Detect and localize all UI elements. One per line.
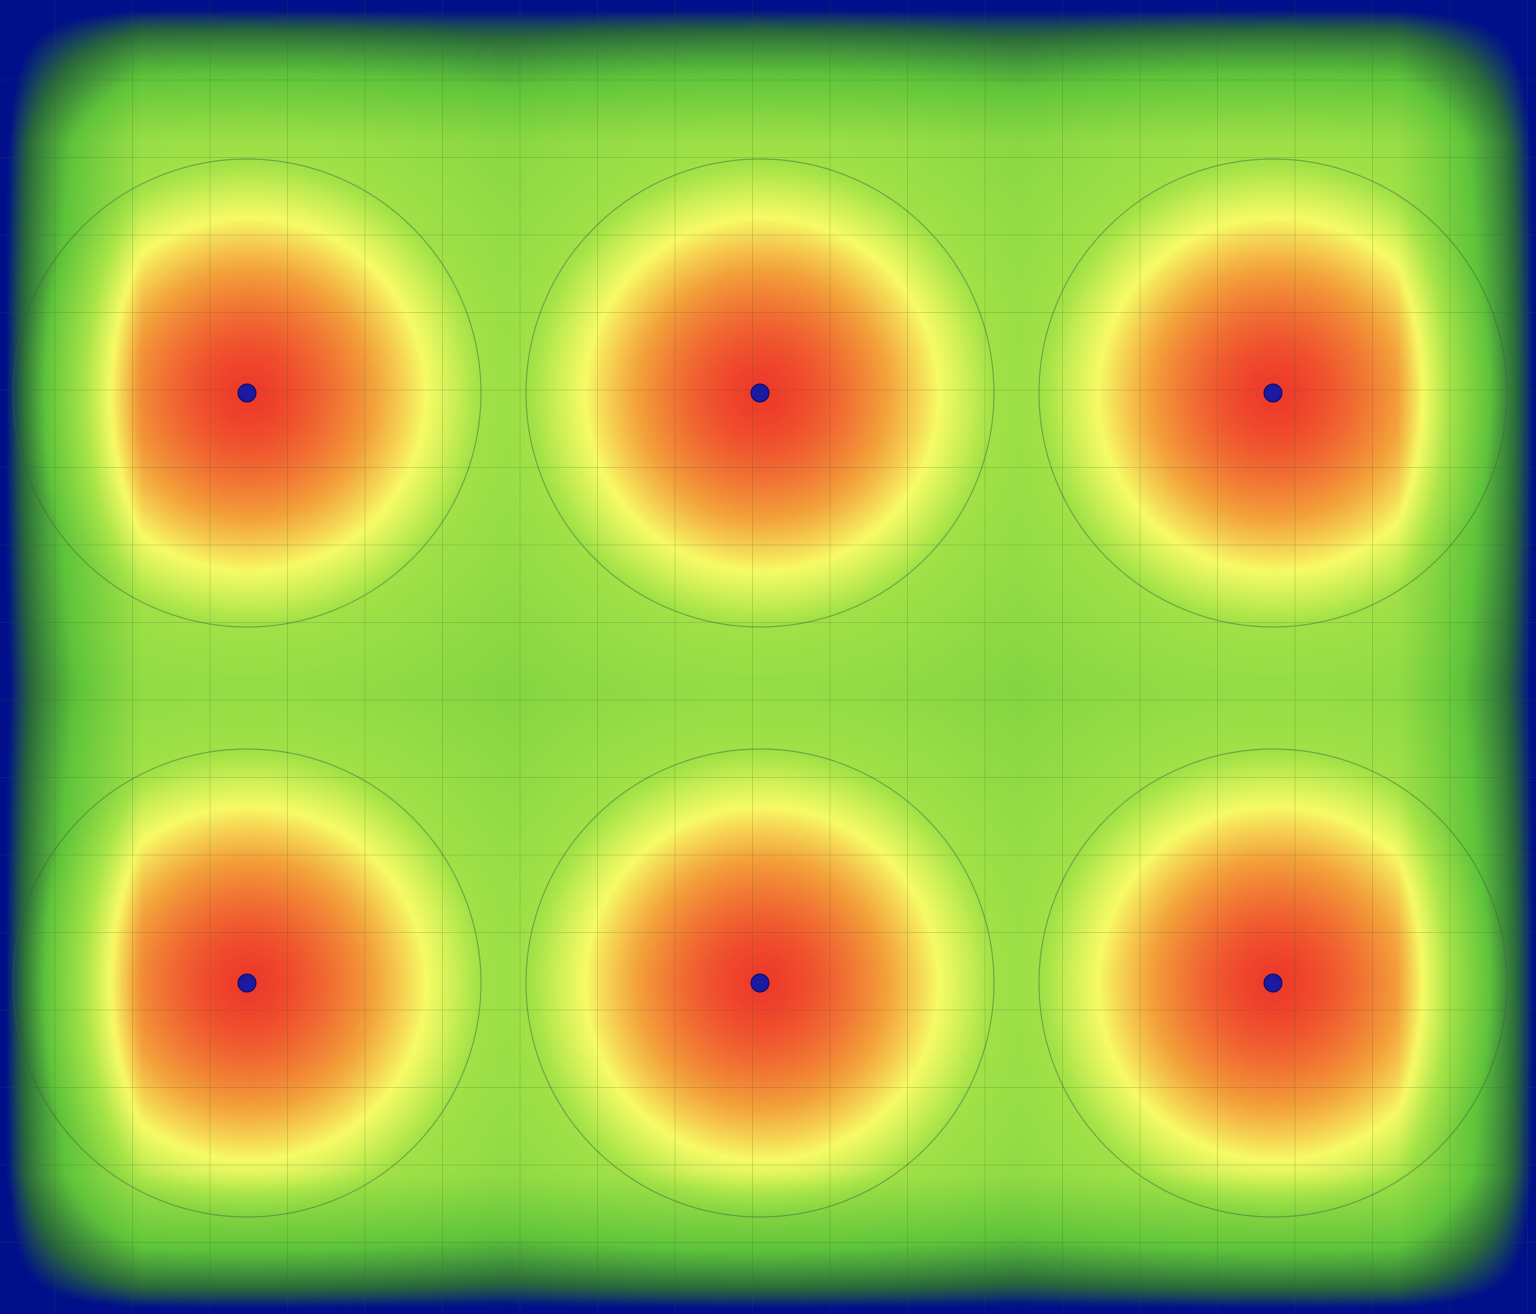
- coverage-ring: [525, 748, 995, 1218]
- coverage-ring: [525, 158, 995, 628]
- coverage-ring: [12, 748, 482, 1218]
- coverage-ring: [12, 158, 482, 628]
- source-marker[interactable]: [1263, 973, 1283, 993]
- source-marker[interactable]: [237, 383, 257, 403]
- coverage-ring: [1038, 158, 1508, 628]
- source-marker[interactable]: [237, 973, 257, 993]
- source-markers: [237, 383, 1283, 993]
- coverage-rings: [12, 158, 1508, 1218]
- coverage-ring: [1038, 748, 1508, 1218]
- source-marker[interactable]: [1263, 383, 1283, 403]
- source-marker[interactable]: [750, 383, 770, 403]
- source-marker[interactable]: [750, 973, 770, 993]
